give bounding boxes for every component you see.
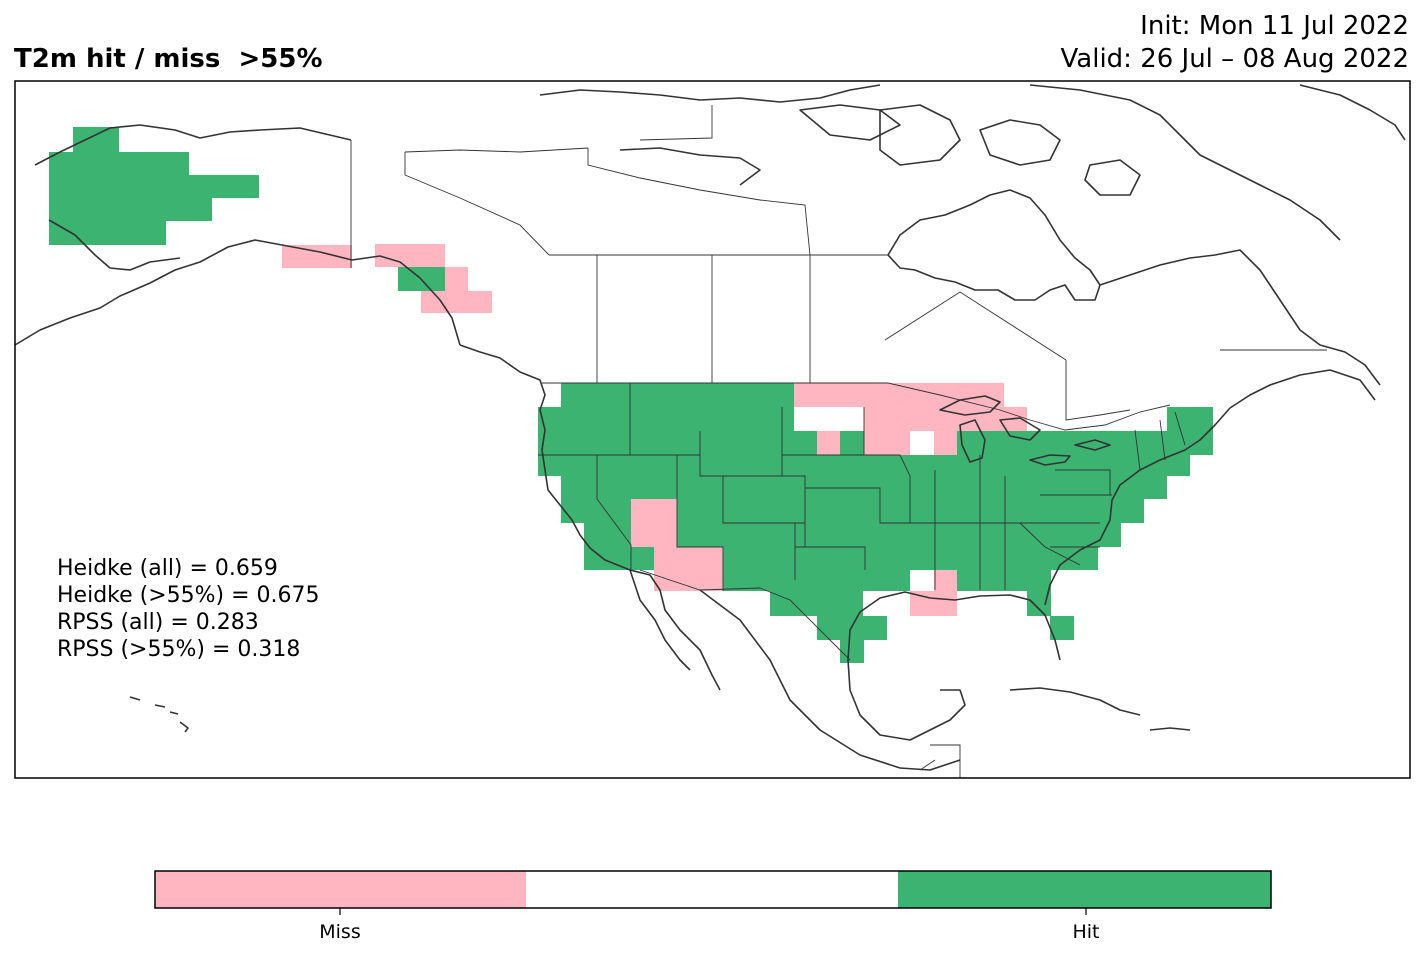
valid-period: Valid: 26 Jul – 08 Aug 2022: [1060, 44, 1409, 74]
colorbar-hit: [898, 871, 1271, 908]
stat-heidke-all: Heidke (all) = 0.659: [57, 556, 278, 581]
colorbar: [154, 870, 1272, 915]
colorbar-label-hit: Hit: [1072, 921, 1100, 943]
miss-cells: [282, 244, 1027, 616]
stats-box: Heidke (all) = 0.659 Heidke (>55%) = 0.6…: [57, 555, 320, 663]
stat-heidke-55: Heidke (>55%) = 0.675: [57, 583, 320, 608]
title-right: Init: Mon 11 Jul 2022 Valid: 26 Jul – 08…: [1061, 10, 1409, 76]
stat-rpss-all: RPSS (all) = 0.283: [57, 610, 259, 635]
coastlines: [15, 84, 1406, 771]
colorbar-label-miss: Miss: [319, 921, 361, 943]
stat-rpss-55: RPSS (>55%) = 0.318: [57, 637, 301, 662]
map-title: T2m hit / miss >55%: [14, 44, 323, 74]
colorbar-neutral: [526, 871, 898, 908]
map-frame: [14, 80, 1411, 779]
colorbar-miss: [155, 871, 526, 908]
map-panel: [15, 81, 1410, 778]
hit-cells: [49, 127, 1213, 663]
borders: [350, 105, 1327, 778]
init-date: Init: Mon 11 Jul 2022: [1140, 11, 1409, 41]
